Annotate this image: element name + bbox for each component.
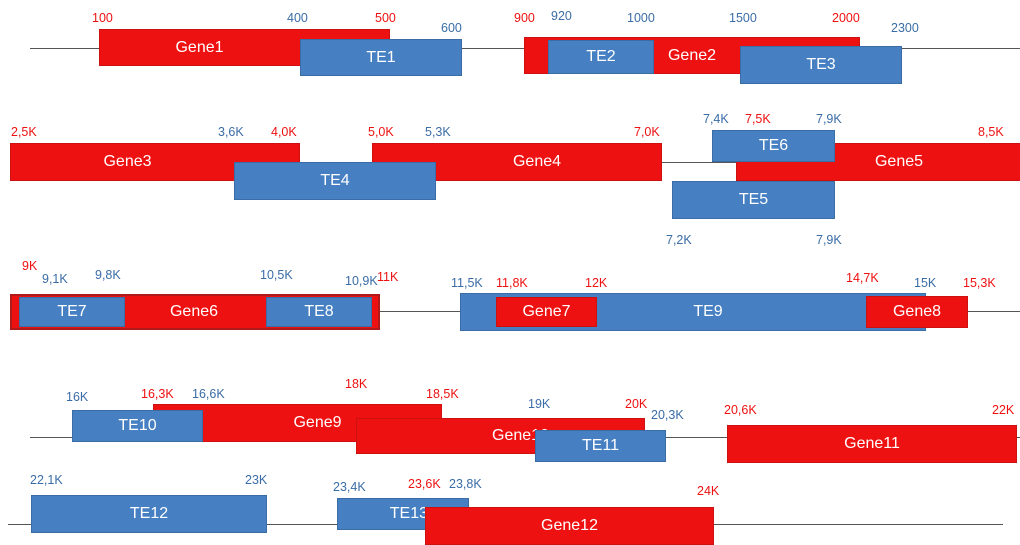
coord-label: 19K bbox=[528, 397, 551, 411]
coord-label: 22,1K bbox=[30, 473, 63, 487]
coord-label: 7,4K bbox=[703, 112, 729, 126]
coord-label: 15,3K bbox=[963, 276, 996, 290]
coord-label: 11K bbox=[377, 270, 399, 284]
coord-label: 9,8K bbox=[95, 268, 121, 282]
coord-label: 20,3K bbox=[651, 408, 684, 422]
te5-block: TE5 bbox=[672, 181, 835, 219]
gene7-block: Gene7 bbox=[496, 297, 597, 327]
coord-label: 11,8K bbox=[496, 276, 528, 290]
coord-label: 7,9K bbox=[816, 112, 842, 126]
te6-block: TE6 bbox=[712, 130, 835, 162]
coord-label: 3,6K bbox=[218, 125, 244, 139]
te1-block: TE1 bbox=[300, 39, 462, 76]
coord-label: 15K bbox=[914, 276, 937, 290]
coord-label: 24K bbox=[697, 484, 720, 498]
coord-label: 9,1K bbox=[42, 272, 68, 286]
coord-label: 18,5K bbox=[426, 387, 459, 401]
coord-label: 920 bbox=[551, 9, 572, 23]
coord-label: 8,5K bbox=[978, 125, 1004, 139]
coord-label: 1500 bbox=[729, 11, 757, 25]
coord-label: 7,5K bbox=[745, 112, 771, 126]
coord-label: 11,5K bbox=[451, 276, 483, 290]
te10-block: TE10 bbox=[72, 410, 203, 442]
coord-label: 23,8K bbox=[449, 477, 482, 491]
te12-block: TE12 bbox=[31, 495, 267, 533]
coord-label: 12K bbox=[585, 276, 608, 290]
coord-label: 600 bbox=[441, 21, 462, 35]
coord-label: 18K bbox=[345, 377, 368, 391]
coord-label: 400 bbox=[287, 11, 308, 25]
coord-label: 5,3K bbox=[425, 125, 451, 139]
te3-block: TE3 bbox=[740, 46, 902, 84]
coord-label: 23K bbox=[245, 473, 268, 487]
coord-label: 20,6K bbox=[724, 403, 757, 417]
coord-label: 2000 bbox=[832, 11, 860, 25]
coord-label: 500 bbox=[375, 11, 396, 25]
gene11-block: Gene11 bbox=[727, 425, 1017, 463]
coord-label: 7,0K bbox=[634, 125, 660, 139]
coord-label: 14,7K bbox=[846, 271, 879, 285]
coord-label: 2,5K bbox=[11, 125, 37, 139]
coord-label: 10,5K bbox=[260, 268, 293, 282]
te7-block: TE7 bbox=[19, 297, 125, 327]
coord-label: 1000 bbox=[627, 11, 655, 25]
coord-label: 2300 bbox=[891, 21, 919, 35]
coord-label: 7,9K bbox=[816, 233, 842, 247]
coord-label: 22K bbox=[992, 403, 1015, 417]
coord-label: 10,9K bbox=[345, 274, 378, 288]
gene8-block: Gene8 bbox=[866, 296, 968, 328]
coord-label: 16,6K bbox=[192, 387, 225, 401]
te4-block: TE4 bbox=[234, 162, 436, 200]
gene12-block: Gene12 bbox=[425, 507, 714, 545]
chromosome-line-row-2 bbox=[660, 162, 740, 163]
coord-label: 16K bbox=[66, 390, 89, 404]
coord-label: 100 bbox=[92, 11, 113, 25]
te11-block: TE11 bbox=[535, 430, 666, 462]
coord-label: 16,3K bbox=[141, 387, 174, 401]
te2-block: TE2 bbox=[548, 40, 654, 74]
coord-label: 4,0K bbox=[271, 125, 297, 139]
coord-label: 5,0K bbox=[368, 125, 394, 139]
coord-label: 23,4K bbox=[333, 480, 366, 494]
te8-block: TE8 bbox=[266, 297, 372, 327]
coord-label: 9K bbox=[22, 259, 38, 273]
coord-label: 20K bbox=[625, 397, 648, 411]
coord-label: 7,2K bbox=[666, 233, 692, 247]
coord-label: 23,6K bbox=[408, 477, 441, 491]
coord-label: 900 bbox=[514, 11, 535, 25]
